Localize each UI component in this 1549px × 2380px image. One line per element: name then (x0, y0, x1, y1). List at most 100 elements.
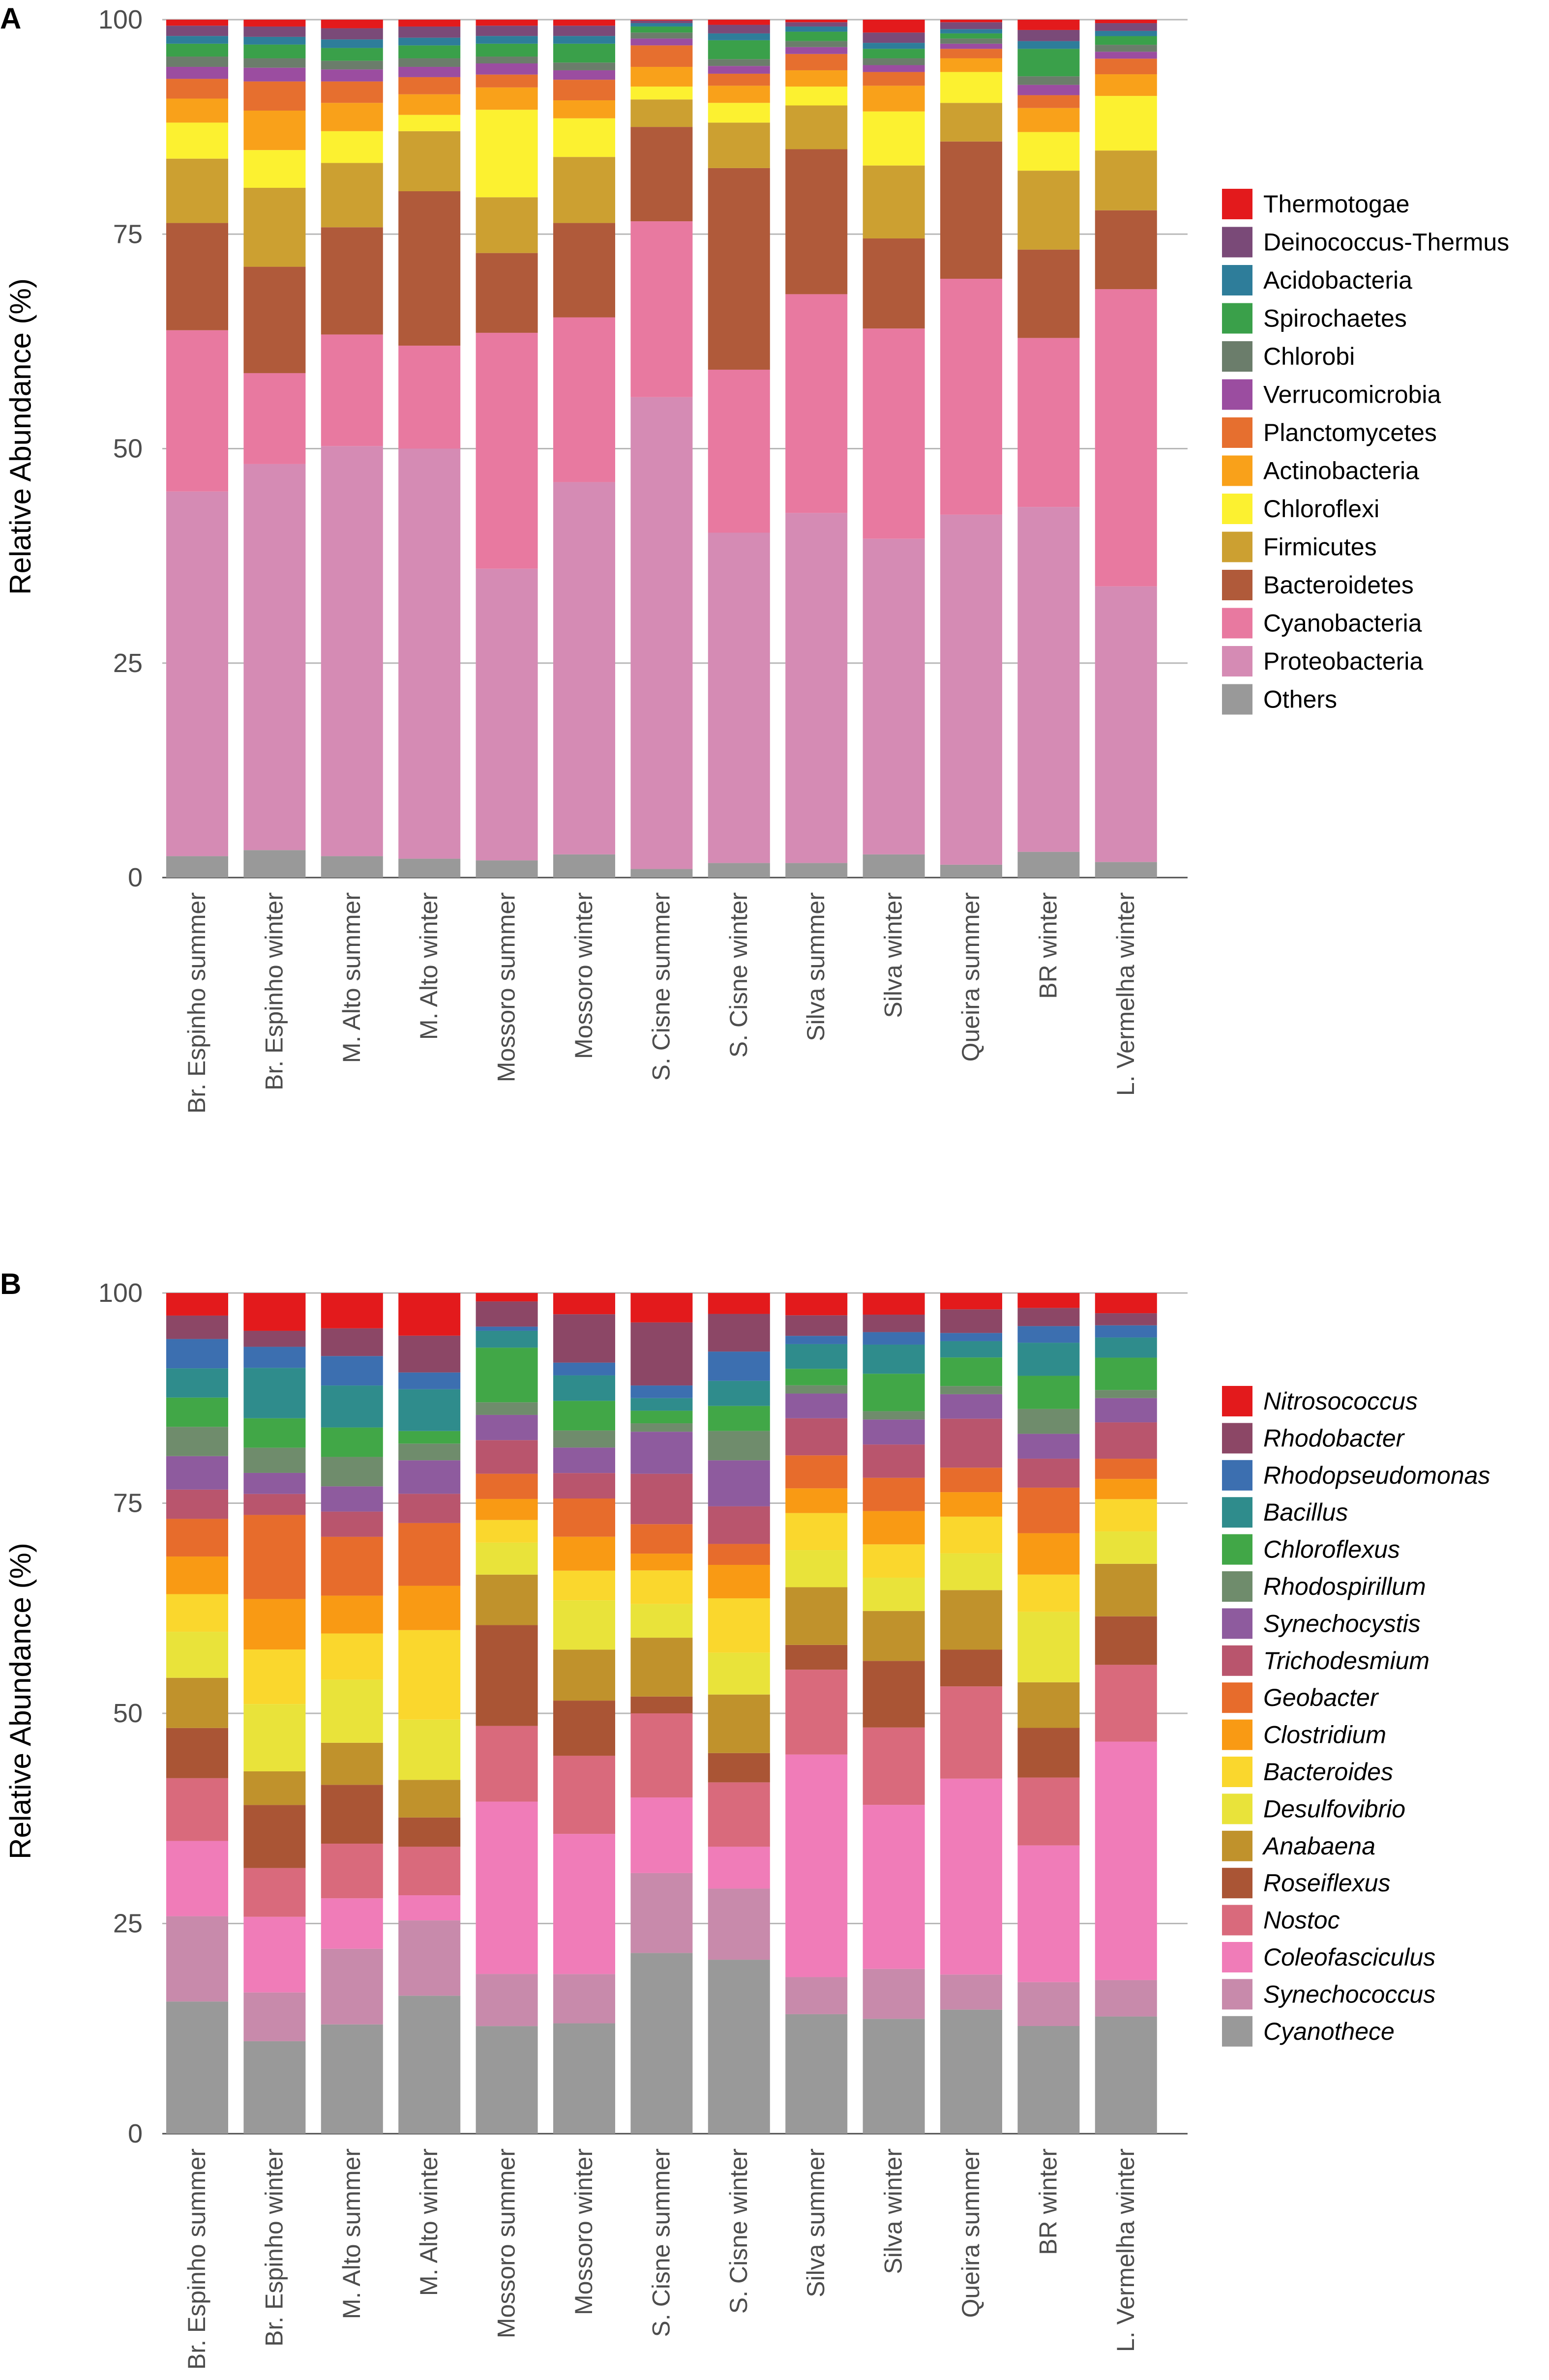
panel-a-segment-br-espinho-summer-chlorobi (166, 57, 228, 67)
panel-b-segment-l-vermelha-winter-bacteroides (1095, 1499, 1157, 1532)
panel-b-x-label-m-alto-winter: M. Alto winter (415, 2148, 443, 2296)
panel-b-segment-queira-summer-nitrosococcus (940, 1293, 1002, 1310)
panel-b-segment-mossoro-winter-desulfovibrio (553, 1600, 615, 1650)
panel-a-x-label-s-cisne-winter: S. Cisne winter (725, 892, 752, 1058)
panel-b-segment-br-espinho-winter-rhodospirillum (243, 1447, 306, 1473)
panel-a-segment-s-cisne-winter-chloroflexi (708, 103, 770, 123)
panel-a-segment-mossoro-summer-cyanobacteria (476, 332, 538, 569)
panel-b-segment-silva-summer-synechocystis (785, 1393, 848, 1418)
panel-b-segment-s-cisne-summer-nostoc (630, 1713, 693, 1797)
panel-a-segment-s-cisne-summer-planctomycetes (630, 45, 693, 67)
panel-b-segment-m-alto-winter-chloroflexus (398, 1431, 461, 1444)
panel-b-segment-silva-winter-cyanothece (863, 2019, 925, 2134)
panel-a-bar-s-cisne-winter (708, 20, 770, 878)
panel-a-y-tick-75: 75 (113, 219, 143, 249)
panel-a-legend-swatch-others (1222, 684, 1252, 715)
panel-a-segment-mossoro-summer-actinobacteria (476, 87, 538, 110)
panel-b-segment-br-espinho-summer-roseiflexus (166, 1728, 228, 1778)
panel-a-segment-s-cisne-winter-acidobacteria (708, 33, 770, 40)
panel-b-segment-m-alto-winter-rhodobacter (398, 1335, 461, 1373)
panel-a-legend: Thermotogae Deinococcus-Thermus Acidobacte… (1222, 189, 1509, 715)
panel-b-segment-silva-summer-cyanothece (785, 2014, 848, 2134)
panel-b-segment-br-winter-synechocystis (1017, 1434, 1080, 1459)
panel-a-segment-mossoro-summer-bacteroidetes (476, 253, 538, 333)
panel-b-segment-mossoro-winter-synechocystis (553, 1447, 615, 1473)
panel-a-legend-label-verrucomicrobia: Verrucomicrobia (1263, 381, 1441, 409)
panel-a-segment-br-winter-chloroflexi (1017, 132, 1080, 171)
panel-b-segment-l-vermelha-winter-rhodospirillum (1095, 1390, 1157, 1398)
panel-a-segment-br-espinho-winter-chlorobi (243, 58, 306, 68)
panel-a-segment-m-alto-winter-deinococcus-thermus (398, 26, 461, 38)
panel-a-segment-silva-summer-verrucomicrobia (785, 47, 848, 54)
panel-b-legend-swatch-clostridium (1222, 1719, 1252, 1750)
panel-a-segment-l-vermelha-winter-firmicutes (1095, 150, 1157, 210)
panel-a-segment-mossoro-winter-chloroflexi (553, 118, 615, 157)
panel-b-legend-swatch-coleofasciculus (1222, 1942, 1252, 1972)
panel-b-segment-mossoro-summer-synechocystis (476, 1414, 538, 1440)
panel-b-segment-mossoro-winter-clostridium (553, 1536, 615, 1571)
panel-a-bar-silva-winter (863, 20, 925, 878)
panel-b-legend-swatch-bacillus (1222, 1497, 1252, 1528)
panel-a-segment-br-espinho-winter-others (243, 850, 306, 878)
panel-b-segment-mossoro-summer-chloroflexus (476, 1348, 538, 1403)
panel-b-segment-br-espinho-summer-trichodesmium (166, 1489, 228, 1519)
panel-b-segment-s-cisne-winter-anabaena (708, 1694, 770, 1753)
panel-b-legend-label-bacteroides: Bacteroides (1263, 1758, 1393, 1786)
panel-a-legend-label-chloroflexi: Chloroflexi (1263, 495, 1379, 523)
panel-b-segment-s-cisne-summer-nitrosococcus (630, 1293, 693, 1322)
panel-b-segment-br-espinho-winter-synechococcus (243, 1992, 306, 2041)
panel-b-segment-m-alto-summer-geobacter (321, 1536, 383, 1596)
panel-b-segment-s-cisne-winter-roseiflexus (708, 1753, 770, 1783)
panel-a-segment-queira-summer-verrucomicrobia (940, 43, 1002, 49)
panel-a-legend-swatch-acidobacteria (1222, 265, 1252, 295)
panel-a-segment-l-vermelha-winter-actinobacteria (1095, 74, 1157, 96)
panel-a-segment-queira-summer-planctomycetes (940, 49, 1002, 59)
panel-a-segment-m-alto-winter-firmicutes (398, 131, 461, 191)
panel-b-legend-label-rhodospirillum: Rhodospirillum (1263, 1573, 1426, 1600)
panel-b-bar-mossoro-winter (553, 1293, 615, 2134)
panel-a-segment-s-cisne-summer-actinobacteria (630, 66, 693, 87)
panel-a-segment-m-alto-summer-chlorobi (321, 60, 383, 70)
panel-b-segment-queira-summer-rhodobacter (940, 1309, 1002, 1333)
panel-a-legend-swatch-thermotogae (1222, 189, 1252, 219)
panel-b-segment-mossoro-summer-bacillus (476, 1330, 538, 1348)
panel-b-legend-label-clostridium: Clostridium (1263, 1721, 1386, 1749)
panel-b-segment-mossoro-summer-coleofasciculus (476, 1801, 538, 1974)
panel-b-x-label-mossoro-winter: Mossoro winter (570, 2148, 597, 2315)
panel-a-legend-swatch-chloroflexi (1222, 494, 1252, 524)
panel-b-segment-m-alto-summer-anabaena (321, 1742, 383, 1785)
panel-a-segment-m-alto-winter-thermotogae (398, 20, 461, 27)
panel-a-segment-l-vermelha-winter-chlorobi (1095, 45, 1157, 52)
panel-b-segment-m-alto-summer-nostoc (321, 1844, 383, 1899)
panel-b-segment-mossoro-summer-roseiflexus (476, 1625, 538, 1726)
panel-a-segment-silva-winter-chloroflexi (863, 111, 925, 166)
panel-b-legend-swatch-synechocystis (1222, 1608, 1252, 1639)
panel-b-segment-queira-summer-chloroflexus (940, 1357, 1002, 1386)
panel-b-y-tick-0: 0 (128, 2119, 143, 2148)
panel-a-segment-br-espinho-winter-proteobacteria (243, 464, 306, 851)
panel-b-segment-br-winter-coleofasciculus (1017, 1845, 1080, 1982)
panel-b-bar-s-cisne-winter (708, 1293, 770, 2134)
panel-a-legend-label-planctomycetes: Planctomycetes (1263, 419, 1437, 446)
panel-a-segment-m-alto-summer-bacteroidetes (321, 227, 383, 335)
panel-b-x-label-silva-winter: Silva winter (880, 2148, 907, 2274)
panel-a-segment-silva-summer-bacteroidetes (785, 149, 848, 294)
panel-b-legend-swatch-geobacter (1222, 1682, 1252, 1713)
panel-b-segment-silva-winter-trichodesmium (863, 1444, 925, 1478)
panel-a-bar-queira-summer (940, 20, 1002, 878)
panel-b-y-tick-75: 75 (113, 1489, 143, 1518)
panel-b-segment-s-cisne-winter-nostoc (708, 1782, 770, 1847)
panel-b-segment-br-espinho-summer-nitrosococcus (166, 1293, 228, 1316)
panel-b-segment-br-espinho-summer-chloroflexus (166, 1397, 228, 1427)
panel-b-segment-m-alto-winter-cyanothece (398, 1996, 461, 2134)
panel-b-y-axis-label: Relative Abundance (%) (4, 1543, 37, 1859)
panel-b-bar-br-winter (1017, 1293, 1080, 2134)
panel-a-segment-silva-winter-actinobacteria (863, 86, 925, 112)
panel-b-segment-m-alto-winter-bacteroides (398, 1630, 461, 1720)
panel-a-segment-m-alto-summer-firmicutes (321, 163, 383, 228)
panel-b-x-label-l-vermelha-winter: L. Vermelha winter (1112, 2148, 1139, 2352)
panel-a-legend-label-thermotogae: Thermotogae (1263, 190, 1409, 218)
panel-a-segment-br-espinho-winter-bacteroidetes (243, 266, 306, 373)
panel-a-segment-br-winter-deinococcus-thermus (1017, 29, 1080, 41)
